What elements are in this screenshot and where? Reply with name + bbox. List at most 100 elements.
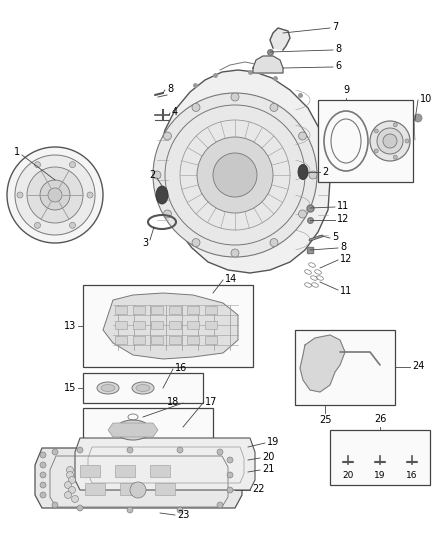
- Circle shape: [27, 167, 83, 223]
- Bar: [169, 306, 181, 314]
- Circle shape: [52, 449, 58, 455]
- Bar: [115, 336, 127, 344]
- Polygon shape: [35, 448, 242, 508]
- Ellipse shape: [116, 420, 151, 440]
- Ellipse shape: [97, 382, 119, 394]
- Circle shape: [231, 249, 239, 257]
- Circle shape: [231, 93, 239, 101]
- Circle shape: [15, 155, 95, 235]
- FancyBboxPatch shape: [330, 430, 430, 485]
- Text: 6: 6: [335, 61, 341, 71]
- Bar: [115, 465, 135, 477]
- Text: 12: 12: [340, 254, 353, 264]
- Circle shape: [64, 481, 71, 489]
- Polygon shape: [103, 293, 238, 359]
- Text: 25: 25: [319, 415, 331, 425]
- Bar: [151, 306, 163, 314]
- Circle shape: [177, 507, 183, 513]
- Circle shape: [227, 487, 233, 493]
- Ellipse shape: [101, 384, 115, 392]
- Text: 3: 3: [142, 238, 148, 248]
- Ellipse shape: [156, 186, 168, 204]
- Text: 5: 5: [332, 232, 338, 242]
- Bar: [169, 336, 181, 344]
- Text: 15: 15: [64, 383, 76, 393]
- Circle shape: [383, 134, 397, 148]
- Text: 11: 11: [337, 201, 349, 211]
- Circle shape: [70, 161, 75, 168]
- Text: 20: 20: [343, 472, 354, 481]
- Circle shape: [40, 452, 46, 458]
- Circle shape: [40, 472, 46, 478]
- Circle shape: [153, 171, 161, 179]
- Polygon shape: [108, 423, 158, 437]
- Text: 9: 9: [343, 85, 349, 95]
- Circle shape: [414, 114, 422, 122]
- Circle shape: [299, 210, 307, 218]
- Bar: [155, 483, 175, 495]
- FancyBboxPatch shape: [318, 100, 413, 182]
- Text: 11: 11: [340, 286, 352, 296]
- Circle shape: [77, 447, 83, 453]
- Polygon shape: [155, 70, 330, 273]
- Circle shape: [40, 180, 70, 210]
- Text: 22: 22: [252, 484, 265, 494]
- Text: 17: 17: [205, 397, 217, 407]
- FancyBboxPatch shape: [83, 285, 253, 367]
- Ellipse shape: [298, 165, 308, 180]
- Bar: [169, 321, 181, 329]
- Bar: [205, 336, 217, 344]
- Circle shape: [130, 482, 146, 498]
- Bar: [187, 336, 199, 344]
- Circle shape: [17, 192, 23, 198]
- Bar: [133, 336, 145, 344]
- Bar: [205, 321, 217, 329]
- Circle shape: [374, 149, 378, 153]
- Circle shape: [127, 507, 133, 513]
- Ellipse shape: [136, 384, 150, 392]
- Bar: [205, 306, 217, 314]
- Text: 23: 23: [177, 510, 189, 520]
- Circle shape: [163, 210, 171, 218]
- Circle shape: [197, 137, 273, 213]
- Text: 2: 2: [149, 170, 155, 180]
- Text: 2: 2: [322, 167, 328, 177]
- Circle shape: [153, 93, 317, 257]
- Circle shape: [393, 155, 397, 159]
- Circle shape: [270, 103, 278, 111]
- Bar: [151, 336, 163, 344]
- Polygon shape: [253, 56, 283, 73]
- Bar: [120, 483, 140, 495]
- Circle shape: [377, 128, 403, 154]
- Circle shape: [213, 153, 257, 197]
- Circle shape: [217, 502, 223, 508]
- Circle shape: [405, 139, 409, 143]
- Text: 26: 26: [374, 414, 386, 424]
- Circle shape: [52, 502, 58, 508]
- Circle shape: [48, 188, 62, 202]
- Bar: [151, 321, 163, 329]
- Circle shape: [127, 447, 133, 453]
- FancyBboxPatch shape: [295, 330, 395, 405]
- Text: 16: 16: [406, 472, 418, 481]
- Circle shape: [68, 477, 75, 483]
- Text: 8: 8: [167, 84, 173, 94]
- Circle shape: [163, 132, 171, 140]
- Circle shape: [7, 147, 103, 243]
- Text: 7: 7: [332, 22, 338, 32]
- Circle shape: [70, 222, 75, 228]
- Bar: [187, 321, 199, 329]
- Circle shape: [192, 103, 200, 111]
- Circle shape: [270, 239, 278, 247]
- Bar: [115, 321, 127, 329]
- Text: 12: 12: [337, 214, 350, 224]
- Circle shape: [370, 121, 410, 161]
- Ellipse shape: [132, 382, 154, 394]
- Text: 24: 24: [412, 361, 424, 371]
- Bar: [133, 306, 145, 314]
- Circle shape: [35, 222, 40, 228]
- Polygon shape: [300, 335, 345, 392]
- Circle shape: [393, 123, 397, 127]
- Circle shape: [217, 449, 223, 455]
- Text: 14: 14: [225, 274, 237, 284]
